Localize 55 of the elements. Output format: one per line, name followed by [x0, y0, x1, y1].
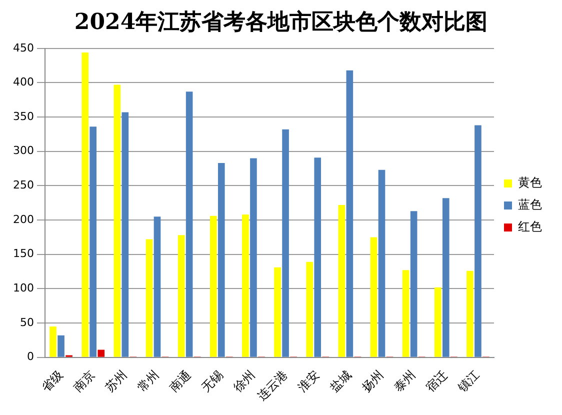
bar	[186, 92, 193, 357]
x-tick-label: 盐城	[327, 368, 354, 395]
bar	[114, 84, 121, 357]
x-tick-label: 宿迁	[423, 368, 450, 395]
bar	[178, 235, 185, 357]
bar	[210, 216, 217, 357]
bar	[98, 350, 105, 357]
bar	[370, 237, 378, 357]
x-tick-label: 扬州	[359, 368, 386, 395]
bar	[474, 125, 482, 357]
bar	[410, 211, 418, 357]
bar	[58, 335, 64, 357]
x-tick-label: 泰州	[391, 368, 418, 395]
y-tick-label: 350	[12, 110, 34, 123]
y-tick-label: 250	[12, 178, 34, 192]
bar	[466, 270, 474, 357]
x-tick-label: 南通	[166, 368, 194, 395]
x-tick-label: 苏州	[102, 368, 130, 395]
y-tick-label: 50	[20, 316, 34, 329]
bar	[90, 126, 97, 357]
y-tick-label: 300	[12, 144, 34, 158]
y-tick-label: 400	[12, 76, 34, 89]
bar	[346, 70, 354, 357]
bar	[242, 214, 249, 357]
y-tick-label: 0	[26, 350, 34, 364]
x-tick-label: 镇江	[454, 368, 482, 396]
legend-label: 蓝色	[518, 198, 542, 212]
y-tick-label: 200	[12, 212, 34, 226]
bar	[50, 326, 56, 357]
bar	[274, 267, 281, 357]
chart-title: 2024年江苏省考各地市区块色个数对比图	[74, 8, 488, 35]
bar	[378, 170, 386, 357]
x-tick-label: 淮安	[295, 368, 322, 395]
x-tick-label: 南京	[70, 368, 98, 395]
bar	[402, 270, 410, 357]
bar	[314, 158, 322, 357]
bar	[306, 262, 313, 357]
bar	[82, 52, 88, 357]
legend-label: 红色	[518, 220, 542, 234]
x-tick-label: 无锡	[198, 368, 226, 395]
bar	[154, 216, 161, 357]
x-tick-label: 省级	[38, 368, 66, 395]
bar	[218, 163, 225, 357]
bar	[434, 287, 442, 357]
bar	[122, 112, 129, 357]
y-tick-label: 450	[12, 41, 34, 54]
bar	[250, 158, 257, 357]
y-tick-label: 150	[12, 247, 34, 260]
bar	[442, 198, 450, 357]
legend-label: 黄色	[518, 176, 542, 190]
y-tick-label: 100	[12, 282, 34, 295]
bar	[282, 129, 289, 357]
bar	[146, 239, 153, 357]
bar	[338, 204, 346, 357]
x-tick-label: 常州	[134, 368, 162, 395]
